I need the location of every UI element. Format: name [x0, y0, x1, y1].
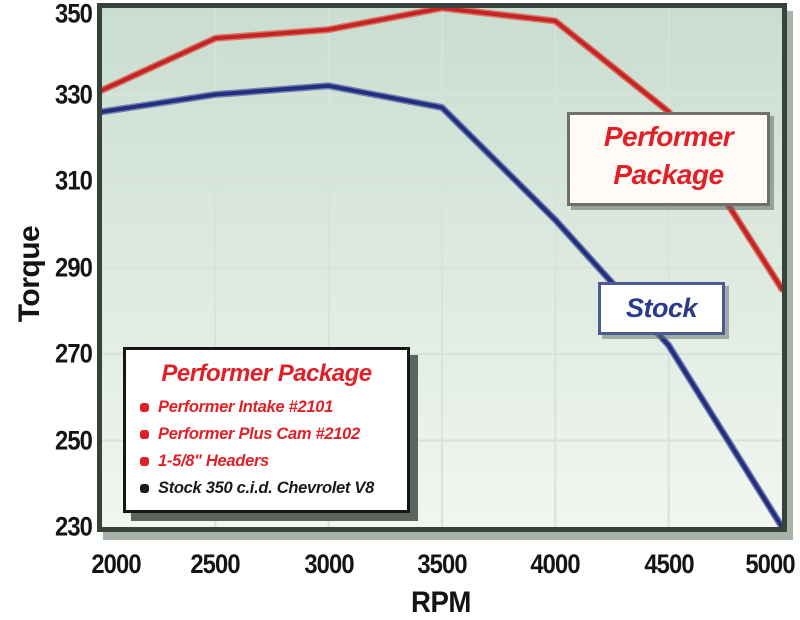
legend-item-text: Stock 350 c.i.d. Chevrolet V8 [158, 479, 374, 497]
legend-item-text: Performer Intake #2101 [158, 398, 334, 416]
x-tick-label: 3000 [303, 549, 354, 579]
y-tick-label: 250 [54, 425, 93, 455]
x-tick-label: 4000 [530, 549, 581, 579]
y-tick-label: 310 [54, 165, 93, 196]
bullet-icon [140, 403, 149, 412]
bullet-icon [140, 457, 149, 466]
legend-box: Performer Package Performer Intake #2101… [123, 347, 410, 513]
legend-item: Performer Intake #2101 [140, 394, 407, 421]
legend-title: Performer Package [161, 360, 372, 387]
y-tick-label: 270 [54, 338, 93, 369]
y-tick-label: 350 [54, 0, 93, 29]
x-tick-label: 2000 [91, 549, 141, 579]
x-tick-label: 2500 [190, 549, 241, 579]
x-tick-label: 5000 [745, 549, 795, 579]
x-tick-label: 4500 [643, 549, 694, 579]
y-tick-label: 330 [54, 79, 93, 109]
legend-item-text: Performer Plus Cam #2102 [158, 425, 360, 443]
x-axis-title: RPM [411, 586, 471, 619]
legend-item: Performer Plus Cam #2102 [140, 421, 407, 448]
bullet-icon [140, 430, 149, 439]
y-axis-title: Torque [13, 225, 46, 323]
performer-callout-line1: Performer [603, 121, 734, 152]
bullet-icon [140, 484, 149, 493]
legend-item: 1-5/8" Headers [140, 448, 407, 475]
stock-callout: Stock [598, 282, 725, 335]
performer-callout-line2: Package [613, 159, 724, 190]
legend-items: Performer Intake #2101 Performer Plus Cam… [140, 394, 407, 502]
x-tick-label: 3500 [417, 549, 467, 579]
legend-item: Stock 350 c.i.d. Chevrolet V8 [140, 475, 407, 502]
legend-item-text: 1-5/8" Headers [158, 452, 269, 470]
y-tick-label: 290 [54, 252, 93, 282]
y-tick-label: 230 [54, 511, 93, 542]
performer-package-callout: Performer Package [567, 112, 770, 206]
